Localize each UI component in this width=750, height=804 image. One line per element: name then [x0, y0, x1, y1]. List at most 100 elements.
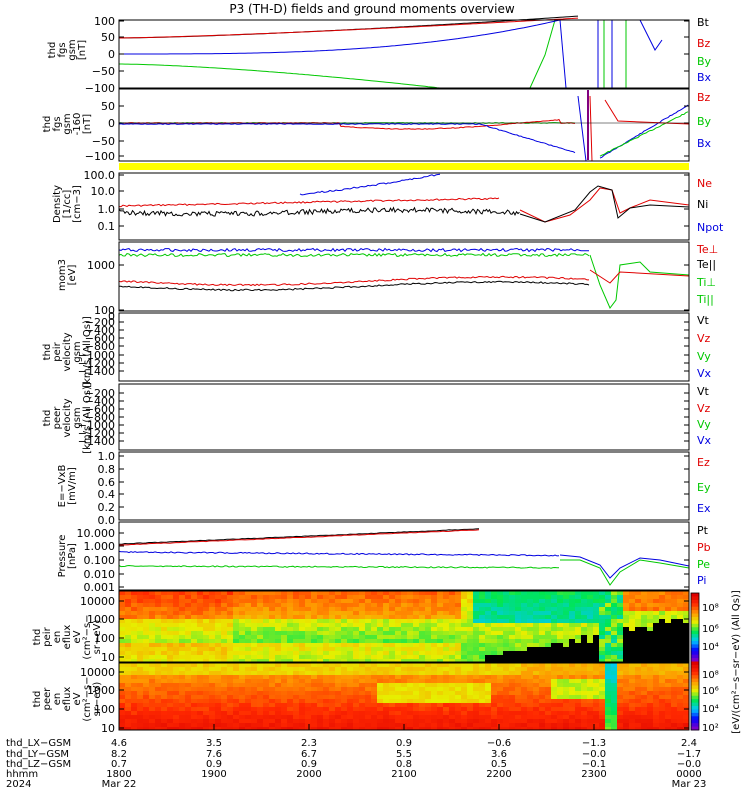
heatmap-cell-electron — [611, 663, 618, 668]
heatmap-cell-ion — [401, 639, 408, 644]
heatmap-cell-electron — [587, 687, 594, 692]
heatmap-cell-ion — [473, 651, 480, 656]
heatmap-cell-ion — [419, 607, 426, 612]
heatmap-cell-electron — [515, 699, 522, 704]
heatmap-cell-electron — [257, 711, 264, 716]
y-axis-label-1: fgs — [57, 42, 68, 57]
heatmap-cell-ion — [539, 599, 546, 604]
heatmap-cell-electron — [611, 679, 618, 684]
heatmap-cell-electron — [563, 663, 570, 668]
heatmap-cell-ion — [233, 591, 240, 596]
trace-by-spike — [529, 19, 556, 89]
heatmap-cell-electron — [293, 711, 300, 716]
heatmap-cell-electron — [599, 675, 606, 680]
heatmap-cell-electron — [407, 715, 414, 720]
heatmap-cell-ion — [341, 635, 348, 640]
heatmap-cell-ion — [455, 615, 462, 620]
heatmap-cell-electron — [497, 707, 504, 712]
heatmap-cell-ion — [365, 627, 372, 632]
y-tick-label-5: −400 — [85, 324, 115, 337]
heatmap-cell-ion — [653, 603, 660, 608]
heatmap-cell-ion — [383, 619, 390, 624]
heatmap-cell-ion — [329, 607, 336, 612]
heatmap-cell-ion — [257, 655, 264, 660]
heatmap-cell-electron — [137, 667, 144, 672]
heatmap-cell-ion — [605, 655, 612, 660]
heatmap-cell-electron — [491, 719, 498, 724]
heatmap-cell-electron — [137, 711, 144, 716]
heatmap-cell-ion — [431, 603, 438, 608]
heatmap-cell-ion — [401, 611, 408, 616]
heatmap-cell-ion — [197, 623, 204, 628]
heatmap-cell-ion — [455, 631, 462, 636]
heatmap-cell-electron — [371, 703, 378, 708]
heatmap-cell-electron — [287, 703, 294, 708]
heatmap-cell-electron — [521, 671, 528, 676]
heatmap-cell-ion — [653, 651, 660, 656]
heatmap-cell-ion — [323, 607, 330, 612]
heatmap-cell-electron — [425, 727, 432, 730]
heatmap-cell-ion — [245, 599, 252, 604]
heatmap-cell-electron — [359, 711, 366, 716]
heatmap-cell-ion — [419, 643, 426, 648]
heatmap-cell-ion — [491, 643, 498, 648]
heatmap-cell-ion — [461, 603, 468, 608]
heatmap-cell-electron — [317, 711, 324, 716]
heatmap-cell-electron — [281, 699, 288, 704]
heatmap-cell-ion — [557, 643, 564, 648]
heatmap-cell-ion — [251, 627, 258, 632]
heatmap-cell-ion — [119, 643, 126, 648]
heatmap-cell-ion — [485, 627, 492, 632]
heatmap-cell-electron — [623, 679, 630, 684]
heatmap-cell-electron — [347, 683, 354, 688]
heatmap-cell-ion — [521, 639, 528, 644]
heatmap-cell-electron — [569, 691, 576, 696]
heatmap-cell-electron — [539, 675, 546, 680]
heatmap-cell-electron — [287, 719, 294, 724]
heatmap-cell-ion — [665, 647, 672, 652]
heatmap-cell-electron — [233, 691, 240, 696]
heatmap-cell-ion — [593, 647, 600, 652]
heatmap-cell-ion — [485, 659, 492, 664]
heatmap-cell-electron — [533, 675, 540, 680]
colorbar-segment — [691, 637, 699, 642]
heatmap-cell-ion — [575, 643, 582, 648]
heatmap-cell-electron — [593, 719, 600, 724]
y-tick-label-9: 10 — [101, 651, 115, 664]
heatmap-cell-ion — [209, 639, 216, 644]
heatmap-cell-electron — [149, 663, 156, 668]
heatmap-cell-electron — [533, 679, 540, 684]
heatmap-cell-electron — [317, 723, 324, 728]
heatmap-cell-ion — [251, 647, 258, 652]
heatmap-cell-ion — [131, 603, 138, 608]
heatmap-cell-ion — [275, 591, 282, 596]
heatmap-cell-electron — [623, 711, 630, 716]
heatmap-cell-ion — [389, 635, 396, 640]
heatmap-cell-ion — [125, 611, 132, 616]
heatmap-cell-ion — [167, 627, 174, 632]
heatmap-cell-electron — [221, 683, 228, 688]
heatmap-cell-electron — [671, 663, 678, 668]
heatmap-cell-electron — [677, 727, 684, 730]
y-axis-label-2: -160 — [72, 113, 83, 136]
heatmap-cell-electron — [443, 727, 450, 730]
heatmap-cell-electron — [125, 663, 132, 668]
heatmap-cell-electron — [341, 695, 348, 700]
heatmap-cell-electron — [341, 723, 348, 728]
heatmap-cell-ion — [503, 591, 510, 596]
heatmap-cell-ion — [185, 619, 192, 624]
heatmap-cell-electron — [383, 723, 390, 728]
heatmap-cell-ion — [239, 599, 246, 604]
heatmap-cell-ion — [671, 591, 678, 596]
heatmap-cell-ion — [581, 659, 588, 664]
heatmap-cell-ion — [149, 615, 156, 620]
heatmap-cell-ion — [221, 651, 228, 656]
heatmap-cell-electron — [641, 671, 648, 676]
heatmap-cell-electron — [491, 723, 498, 728]
heatmap-cell-ion — [221, 659, 228, 664]
heatmap-cell-electron — [227, 683, 234, 688]
heatmap-cell-ion — [659, 651, 666, 656]
heatmap-cell-ion — [335, 635, 342, 640]
heatmap-cell-ion — [365, 591, 372, 596]
heatmap-cell-electron — [353, 683, 360, 688]
